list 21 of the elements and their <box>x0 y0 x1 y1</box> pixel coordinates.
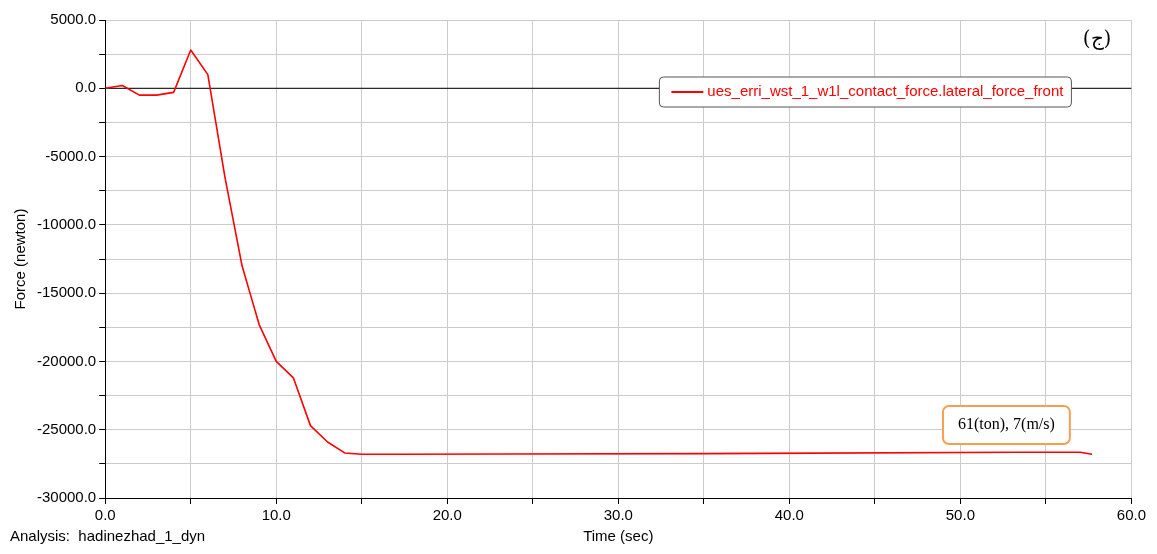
y-axis-title: Force (newton) <box>11 208 29 310</box>
x-tick-label: 10.0 <box>261 506 291 524</box>
annotation: 61(ton), 7(m/s) <box>957 415 1055 434</box>
y-tick-label: -5000.0 <box>45 146 97 164</box>
x-tick-label: 30.0 <box>603 506 633 524</box>
legend-label: ues_erri_wst_1_w1l_contact_force.lateral_force_front <box>707 82 1065 100</box>
y-tick-label: 0.0 <box>75 78 97 96</box>
annotation: (ج) <box>1082 26 1112 51</box>
y-tick-label: 5000.0 <box>50 10 97 28</box>
x-tick-label: 60.0 <box>1116 506 1146 524</box>
y-tick-label: -20000.0 <box>37 351 97 369</box>
x-tick-label: 40.0 <box>774 506 804 524</box>
x-tick-label: 20.0 <box>432 506 462 524</box>
y-tick-label: -25000.0 <box>37 419 97 437</box>
y-tick-label: -30000.0 <box>37 488 97 506</box>
text: Analysis: hadinezhad_1_dyn <box>10 527 206 545</box>
x-tick-label: 0.0 <box>94 506 116 524</box>
y-tick-label: -15000.0 <box>37 283 97 301</box>
x-tick-label: 50.0 <box>945 506 975 524</box>
y-tick-label: -10000.0 <box>37 215 97 232</box>
x-axis-title: Time (sec) <box>583 527 654 545</box>
